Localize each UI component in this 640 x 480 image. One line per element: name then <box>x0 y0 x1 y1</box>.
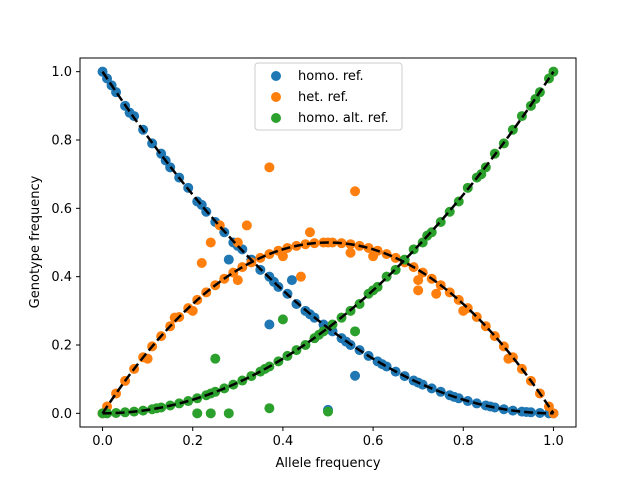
point-het-ref <box>363 242 374 253</box>
point-homo-ref <box>223 254 234 265</box>
point-homo-ref <box>264 319 275 330</box>
point-homo-alt-ref <box>210 353 221 364</box>
legend-marker-homo-ref <box>271 71 281 81</box>
x-tick-label: 0.2 <box>182 434 203 449</box>
point-homo-alt-ref <box>174 398 185 409</box>
y-axis-label: Genotype frequency <box>28 175 43 308</box>
legend-label-homo-alt-ref: homo. alt. ref. <box>298 111 389 126</box>
x-axis-label: Allele frequency <box>275 456 380 471</box>
point-homo-ref <box>350 370 361 381</box>
point-het-ref <box>368 251 379 262</box>
expected-curve-homo-alt-ref <box>102 70 555 415</box>
legend-label-homo-ref: homo. ref. <box>298 69 364 84</box>
point-homo-alt-ref <box>277 314 288 325</box>
point-het-ref <box>277 251 288 262</box>
plot-area <box>97 66 559 419</box>
point-homo-alt-ref <box>120 407 131 418</box>
point-het-ref <box>345 247 356 258</box>
x-tick-label: 0.0 <box>92 434 113 449</box>
x-axis: 0.0 0.2 0.4 0.6 0.8 1.0 <box>92 427 564 449</box>
point-het-ref <box>264 162 275 173</box>
axes-frame <box>79 57 577 428</box>
y-tick-label: 0.8 <box>51 134 72 149</box>
point-het-ref <box>458 305 469 316</box>
point-homo-alt-ref <box>246 371 257 382</box>
point-homo-alt-ref <box>300 340 311 350</box>
legend-label-het-ref: het. ref. <box>298 90 348 105</box>
point-het-ref <box>187 305 198 316</box>
y-tick-label: 1.0 <box>51 65 72 80</box>
point-homo-alt-ref <box>205 408 216 419</box>
point-het-ref <box>413 275 424 286</box>
x-tick-label: 1.0 <box>543 434 564 449</box>
point-het-ref <box>503 353 514 364</box>
y-tick-label: 0.4 <box>51 270 72 285</box>
expected-curve-homo-ref <box>101 70 554 415</box>
point-homo-alt-ref <box>264 403 275 414</box>
point-het-ref <box>413 285 424 296</box>
point-homo-alt-ref <box>350 326 361 337</box>
point-het-ref <box>548 408 559 419</box>
point-het-ref <box>232 275 243 286</box>
expected-curve-het-ref <box>101 241 555 415</box>
point-het-ref <box>241 220 252 231</box>
legend-marker-het-ref <box>271 92 281 102</box>
point-het-ref <box>431 288 442 299</box>
point-het-ref <box>304 227 315 238</box>
point-het-ref <box>205 237 216 248</box>
y-axis: 0.0 0.2 0.4 0.6 0.8 1.0 <box>51 65 80 422</box>
x-tick-label: 0.6 <box>363 434 384 449</box>
point-homo-alt-ref <box>323 406 333 417</box>
y-tick-label: 0.0 <box>51 407 72 422</box>
x-tick-label: 0.8 <box>453 434 474 449</box>
point-het-ref <box>295 271 306 282</box>
legend: homo. ref. het. ref. homo. alt. ref. <box>254 62 403 131</box>
point-homo-alt-ref <box>192 408 203 419</box>
x-tick-label: 0.4 <box>273 434 294 449</box>
point-homo-alt-ref <box>548 66 559 77</box>
point-het-ref <box>350 186 361 197</box>
point-het-ref <box>232 237 243 248</box>
y-tick-label: 0.6 <box>51 202 72 217</box>
legend-frame <box>254 62 403 131</box>
point-het-ref <box>196 258 207 268</box>
point-homo-ref <box>286 275 297 286</box>
point-homo-alt-ref <box>223 408 234 419</box>
y-tick-label: 0.2 <box>51 339 72 354</box>
point-het-ref <box>300 239 311 250</box>
legend-marker-homo-alt-ref <box>271 113 281 123</box>
